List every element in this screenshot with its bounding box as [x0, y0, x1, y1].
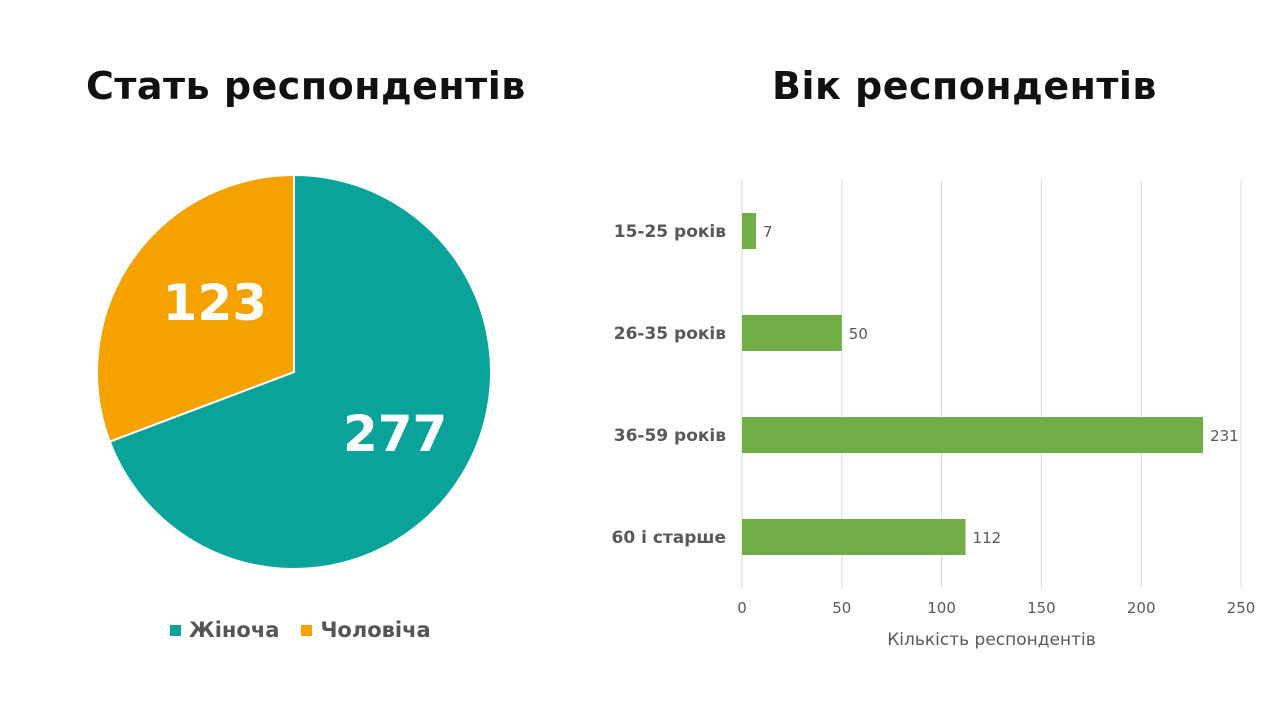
bar [742, 417, 1204, 453]
bar-data-label: 7 [763, 223, 773, 241]
y-category-label: 60 і старше [612, 528, 726, 548]
legend-label-female: Жіноча [189, 618, 280, 642]
pie-slice-female [108, 173, 492, 570]
bar-data-label: 112 [973, 529, 1002, 547]
x-tick-label: 50 [832, 599, 851, 617]
pie-data-label-female: 277 [343, 405, 447, 463]
legend-swatch-female [170, 624, 181, 636]
x-tick-label: 200 [1127, 599, 1156, 617]
gender-pie-chart: 277 123 [96, 173, 492, 570]
pie-slice-male [96, 173, 295, 443]
x-axis-title: Кількість респондентів [887, 630, 1096, 650]
bar-data-label: 231 [1210, 427, 1239, 445]
bar [742, 213, 756, 249]
y-category-label: 15-25 років [614, 222, 727, 242]
legend-swatch-male [301, 624, 313, 636]
pie-chart-title: Стать респондентів [86, 64, 526, 108]
y-category-label: 36-59 років [614, 426, 727, 446]
pie-data-label-male: 123 [163, 274, 267, 332]
bar [742, 315, 842, 351]
legend-item-male: Чоловіча [301, 618, 431, 642]
x-tick-label: 100 [927, 599, 956, 617]
pie-legend: Жіноча Чоловіча [170, 618, 431, 642]
bar-data-label: 50 [849, 325, 868, 343]
x-tick-label: 250 [1227, 599, 1256, 617]
legend-label-male: Чоловіча [320, 618, 431, 642]
x-tick-label: 150 [1027, 599, 1056, 617]
y-category-label: 26-35 років [614, 324, 727, 344]
bar-chart-title: Вік респондентів [772, 64, 1157, 108]
bar [742, 519, 966, 555]
x-tick-label: 0 [737, 599, 747, 617]
legend-item-female: Жіноча [170, 618, 279, 642]
